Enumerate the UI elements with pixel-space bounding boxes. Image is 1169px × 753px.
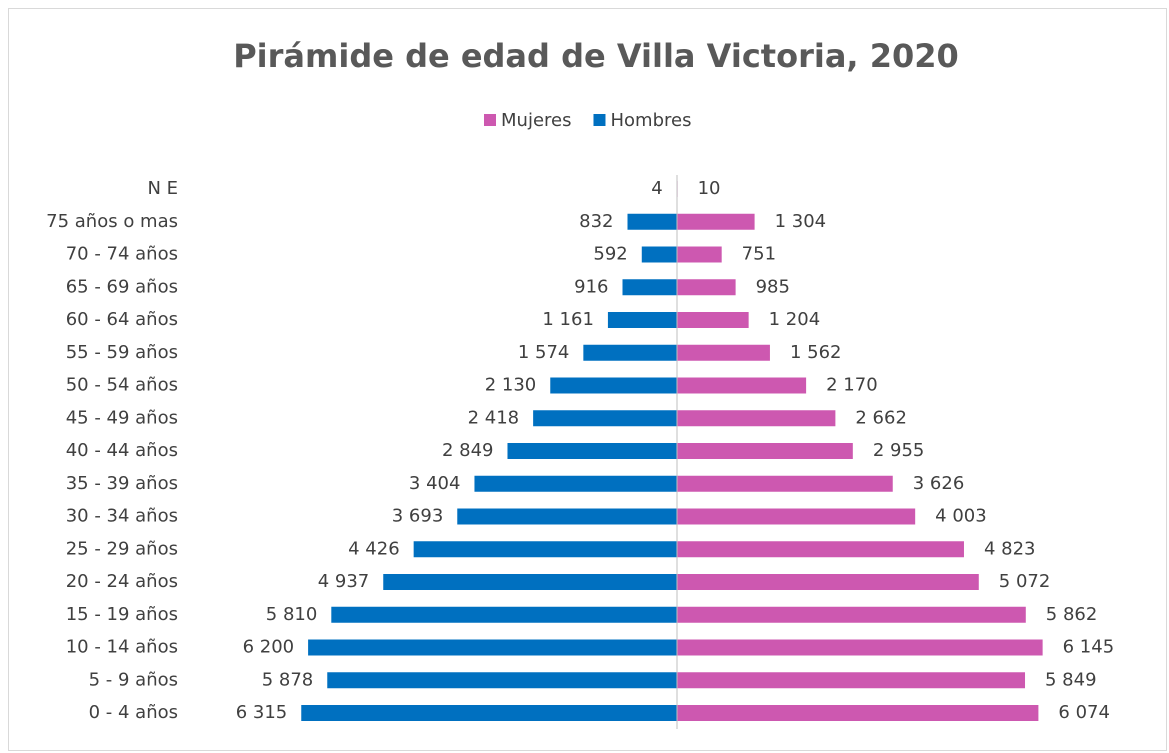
category-label: 55 - 59 años: [66, 342, 178, 363]
value-label: 3 404: [409, 473, 461, 494]
category-label: 15 - 19 años: [66, 604, 178, 625]
bar: [474, 475, 677, 492]
category-label: 75 años o mas: [46, 211, 178, 232]
category-label: 65 - 69 años: [66, 276, 178, 297]
category-label: 25 - 29 años: [66, 538, 178, 559]
category-label: 35 - 39 años: [66, 473, 178, 494]
value-label: 592: [593, 244, 627, 265]
value-label: 5 849: [1045, 669, 1097, 690]
legend-swatch: [593, 114, 606, 126]
bar: [622, 279, 677, 296]
value-label: 10: [698, 178, 721, 199]
bar: [308, 639, 677, 656]
bar: [383, 574, 677, 590]
value-label: 2 170: [826, 375, 878, 396]
legend-label: Hombres: [610, 110, 691, 131]
value-label: 6 315: [236, 702, 288, 723]
bar: [677, 213, 755, 230]
category-label: 10 - 14 años: [66, 637, 178, 658]
bar: [550, 377, 677, 394]
value-label: 2 418: [468, 407, 520, 428]
value-label: 3 693: [392, 506, 444, 527]
bar: [677, 574, 979, 590]
bar: [457, 508, 677, 525]
bar: [677, 344, 770, 361]
value-label: 4 823: [984, 538, 1036, 559]
value-label: 5 878: [262, 669, 314, 690]
bar: [677, 475, 893, 492]
value-label: 2 955: [873, 440, 925, 461]
bar: [677, 705, 1039, 721]
bar: [413, 541, 677, 558]
bar: [677, 279, 736, 296]
value-label: 4 003: [935, 506, 987, 527]
value-label: 2 130: [485, 375, 537, 396]
value-label: 916: [574, 276, 608, 297]
bar: [507, 443, 677, 459]
bar: [677, 639, 1043, 656]
value-label: 751: [742, 244, 776, 265]
value-label: 6 074: [1058, 702, 1110, 723]
category-label: 50 - 54 años: [66, 375, 178, 396]
value-label: 832: [579, 211, 613, 232]
value-label: 1 161: [542, 309, 594, 330]
value-label: 6 145: [1063, 637, 1115, 658]
value-label: 1 562: [790, 342, 842, 363]
bar: [677, 410, 836, 427]
value-label: 2 849: [442, 440, 494, 461]
category-label: 60 - 64 años: [66, 309, 178, 330]
bar: [583, 344, 677, 361]
bar: [533, 410, 677, 427]
bar: [677, 312, 749, 328]
bar: [677, 246, 722, 263]
value-label: 2 662: [855, 407, 907, 428]
bar: [677, 606, 1026, 623]
bar: [301, 705, 677, 721]
category-label: 70 - 74 años: [66, 244, 178, 265]
bar: [677, 377, 807, 394]
bar: [641, 246, 677, 263]
bar: [677, 672, 1026, 689]
bar: [607, 312, 677, 328]
bar: [677, 541, 964, 558]
bar: [331, 606, 677, 623]
value-label: 4: [651, 178, 662, 199]
category-label: N E: [147, 178, 178, 199]
value-label: 1 574: [518, 342, 570, 363]
value-label: 985: [756, 276, 790, 297]
category-label: 0 - 4 años: [89, 702, 178, 723]
category-label: 20 - 24 años: [66, 571, 178, 592]
category-label: 40 - 44 años: [66, 440, 178, 461]
value-label: 6 200: [243, 637, 295, 658]
value-label: 5 072: [999, 571, 1051, 592]
bar: [677, 508, 916, 525]
legend-label: Mujeres: [501, 110, 571, 131]
category-label: 5 - 9 años: [89, 669, 178, 690]
value-label: 5 862: [1046, 604, 1098, 625]
category-label: 45 - 49 años: [66, 407, 178, 428]
value-label: 1 204: [769, 309, 821, 330]
bar: [677, 443, 853, 459]
value-label: 5 810: [266, 604, 318, 625]
value-label: 3 626: [913, 473, 965, 494]
bar: [327, 672, 677, 689]
value-label: 1 304: [775, 211, 827, 232]
chart-title: Pirámide de edad de Villa Victoria, 2020: [233, 37, 959, 75]
value-label: 4 426: [348, 538, 400, 559]
category-label: 30 - 34 años: [66, 506, 178, 527]
value-label: 4 937: [318, 571, 370, 592]
legend-swatch: [484, 114, 496, 126]
bar: [627, 213, 677, 230]
